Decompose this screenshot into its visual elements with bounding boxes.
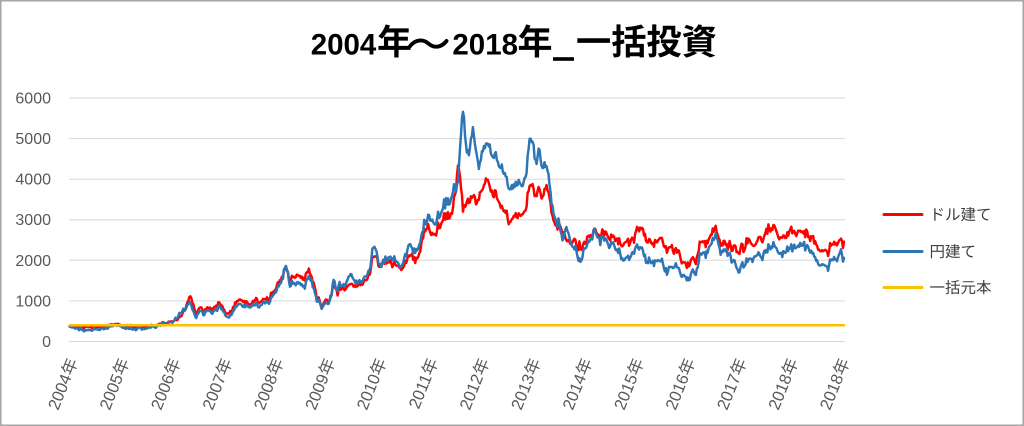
- svg-text:5000: 5000: [15, 131, 51, 148]
- svg-text:2004: 2004: [311, 28, 377, 61]
- svg-text:3000: 3000: [15, 212, 51, 229]
- svg-text:1000: 1000: [15, 293, 51, 310]
- svg-text:0: 0: [42, 334, 51, 351]
- svg-text:4000: 4000: [15, 172, 51, 189]
- svg-text:2000: 2000: [15, 253, 51, 270]
- svg-text:6000: 6000: [15, 91, 51, 108]
- svg-text:2018: 2018: [452, 28, 518, 61]
